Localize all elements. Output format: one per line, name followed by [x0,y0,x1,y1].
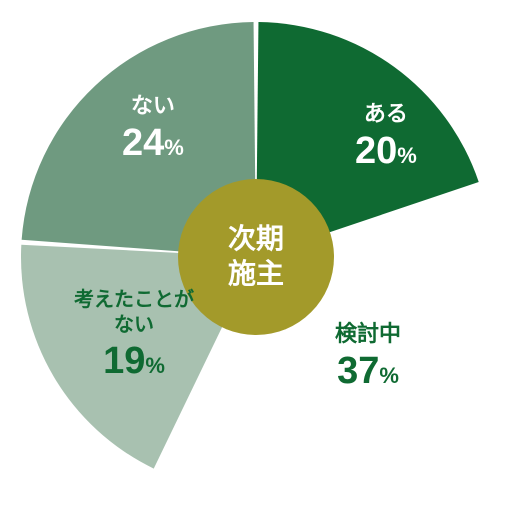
pie-chart: ある20%検討中37%考えたことがない19%ない24%次期施主 [0,0,513,514]
pie-svg [0,0,513,514]
center-circle [178,179,334,335]
